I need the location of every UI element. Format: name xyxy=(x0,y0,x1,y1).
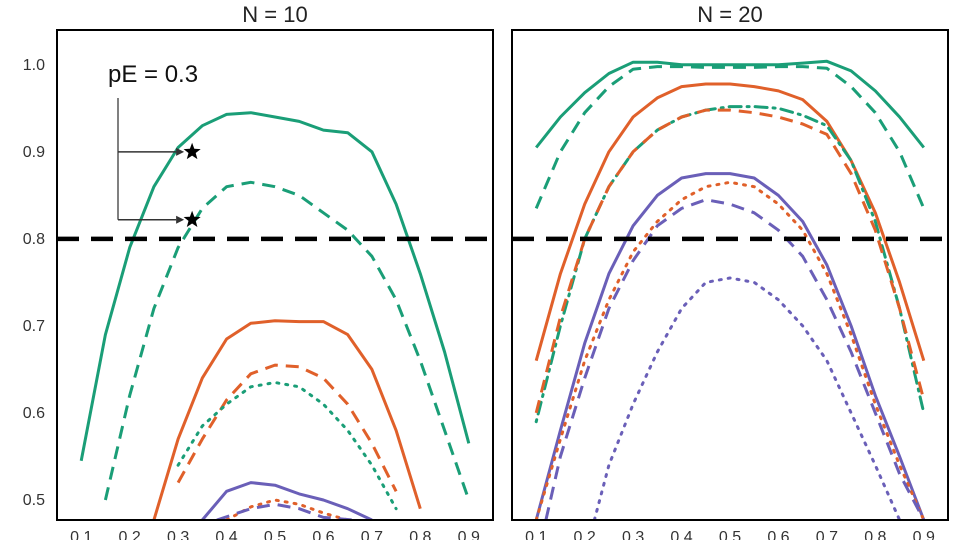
series-line-dotted xyxy=(225,498,350,520)
panel-1: N = 10 0.5 0.6 0.7 0.8 0.9 1.0 0.1 0.2 0.3 0.4 0.5 0… xyxy=(23,2,494,540)
x-tick-label: 0.4 xyxy=(215,529,237,540)
x-tick-label: 0.3 xyxy=(622,529,644,540)
x-tick-label: 0.5 xyxy=(719,529,741,540)
x-tick-label: 0.7 xyxy=(361,529,383,540)
x-tick-label: 0.9 xyxy=(913,529,935,540)
x-tick-label: 0.5 xyxy=(264,529,286,540)
series-line-solid xyxy=(152,319,422,520)
y-tick-label: 0.6 xyxy=(23,405,45,422)
x-tick-label: 0.7 xyxy=(816,529,838,540)
y-tick-label: 0.7 xyxy=(23,318,45,335)
series-line-solid xyxy=(79,111,471,462)
x-tick-label: 0.6 xyxy=(767,529,789,540)
series-line-dashed xyxy=(534,65,926,209)
arrow-head-icon xyxy=(176,147,185,156)
series-line-dashed xyxy=(103,180,471,501)
x-tick-label: 0.6 xyxy=(312,529,334,540)
x-tick-label: 0.3 xyxy=(167,529,189,540)
annotation-label: pE = 0.3 xyxy=(108,61,198,88)
panel-frame xyxy=(56,29,494,521)
panel-title: N = 10 xyxy=(242,2,307,27)
x-tick-label: 0.8 xyxy=(409,529,431,540)
series-line-dotted xyxy=(176,381,398,511)
x-tick-label: 0.2 xyxy=(119,529,141,540)
x-tick-label: 0.9 xyxy=(458,529,480,540)
arrow-head-icon xyxy=(176,215,185,224)
series-line-dashed xyxy=(216,502,353,520)
x-tick-label: 0.4 xyxy=(670,529,692,540)
star-marker-icon xyxy=(183,210,201,227)
series-line-solid xyxy=(201,481,373,520)
y-tick-label: 0.5 xyxy=(23,492,45,509)
series-line-dashed xyxy=(544,198,926,520)
panel-frame xyxy=(511,29,949,521)
x-tick-label: 0.8 xyxy=(864,529,886,540)
series-line-dashed xyxy=(534,108,926,414)
annotation: pE = 0.3 xyxy=(108,61,201,227)
y-tick-label: 0.9 xyxy=(23,144,45,161)
star-marker-icon xyxy=(183,142,201,160)
x-tick-label: 0.1 xyxy=(70,529,92,540)
series-line-dotted xyxy=(592,276,902,520)
series-line-solid xyxy=(535,59,925,149)
panel-2: N = 20 0.1 0.2 0.3 0.4 0.5 0.6 0.7 0.8 0.9 xyxy=(511,2,949,540)
series-line-solid xyxy=(534,172,926,520)
panel-title: N = 20 xyxy=(697,2,762,27)
series-line-dashed xyxy=(176,363,398,492)
plot-area xyxy=(512,59,948,520)
x-tick-label: 0.2 xyxy=(574,529,596,540)
x-tick-label: 0.1 xyxy=(525,529,547,540)
plot-area xyxy=(57,111,493,520)
series-line-dotted xyxy=(534,180,926,520)
y-tick-label: 1.0 xyxy=(23,57,45,74)
y-tick-label: 0.8 xyxy=(23,231,45,248)
